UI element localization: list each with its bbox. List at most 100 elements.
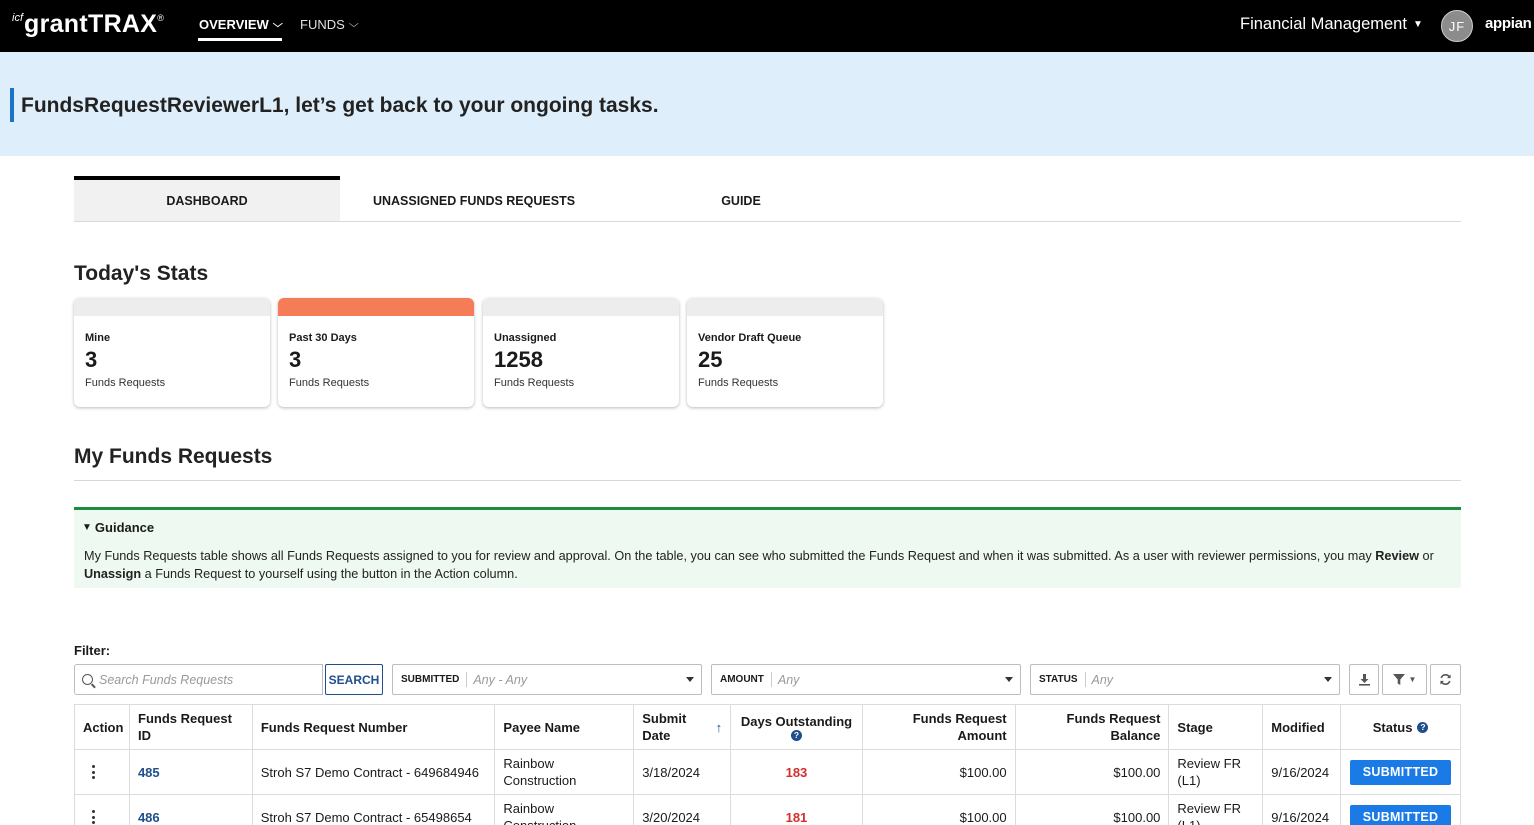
grantrax-logo[interactable]: icf grantTRAX ® xyxy=(12,10,164,39)
guidance-toggle[interactable]: ▼ Guidance xyxy=(82,520,154,535)
status-badge[interactable]: SUBMITTED xyxy=(1349,759,1452,785)
days-cell: 183 xyxy=(731,750,863,794)
search-icon xyxy=(82,674,93,685)
filter-icon xyxy=(1392,673,1405,685)
col-header-submit-date[interactable]: Submit Date ↑ xyxy=(634,705,732,749)
nav-funds[interactable]: FUNDS ⌵ xyxy=(300,17,359,32)
chevron-down-icon: ⌵ xyxy=(348,19,359,30)
modified-cell: 9/16/2024 xyxy=(1263,750,1342,794)
search-field[interactable] xyxy=(74,664,323,695)
stage-cell: Review FR (L1) xyxy=(1169,750,1264,794)
greeting-banner: FundsRequestReviewerL1, let’s get back t… xyxy=(0,52,1534,156)
dropdown-label: AMOUNT xyxy=(712,672,772,687)
col-header-action: Action xyxy=(75,705,130,749)
filter-menu-button[interactable]: ▼ xyxy=(1382,664,1427,695)
stats-title: Today's Stats xyxy=(74,262,209,285)
stat-card-past-30-days[interactable]: Past 30 Days 3 Funds Requests xyxy=(278,298,474,407)
status-filter-dropdown[interactable]: STATUS Any xyxy=(1030,664,1340,695)
caret-down-icon xyxy=(686,677,694,682)
amount-filter-dropdown[interactable]: AMOUNT Any xyxy=(711,664,1021,695)
chevron-down-icon: ⌵ xyxy=(272,19,283,30)
col-header-payee[interactable]: Payee Name xyxy=(495,705,635,749)
dropdown-value: Any xyxy=(1091,672,1114,687)
tab-bar: DASHBOARD UNASSIGNED FUNDS REQUESTS GUID… xyxy=(74,176,1461,222)
nav-overview[interactable]: OVERVIEW ⌵ xyxy=(197,17,283,41)
col-header-modified[interactable]: Modified xyxy=(1263,705,1342,749)
refresh-icon xyxy=(1440,674,1451,685)
card-stripe xyxy=(74,298,270,316)
col-header-id[interactable]: Funds Request ID xyxy=(130,705,253,749)
stat-label: Past 30 Days xyxy=(289,332,357,344)
action-cell xyxy=(75,795,130,825)
user-avatar[interactable]: JF xyxy=(1441,10,1473,42)
dropdown-label: SUBMITTED xyxy=(393,672,468,687)
amount-cell: $100.00 xyxy=(863,750,1016,794)
tab-unassigned-funds-requests[interactable]: UNASSIGNED FUNDS REQUESTS xyxy=(372,194,576,208)
nav-funds-label: FUNDS xyxy=(300,17,345,32)
guidance-bold-unassign: Unassign xyxy=(84,566,142,581)
tab-guide[interactable]: GUIDE xyxy=(721,194,761,208)
action-cell xyxy=(75,750,130,794)
col-header-amount[interactable]: Funds Request Amount xyxy=(863,705,1016,749)
banner-accent-bar xyxy=(10,88,14,122)
stat-value: 3 xyxy=(85,347,98,372)
balance-cell: $100.00 xyxy=(1016,795,1170,825)
caret-down-icon: ▼ xyxy=(1412,19,1423,30)
days-outstanding-value: 183 xyxy=(785,764,808,780)
guidance-heading: Guidance xyxy=(94,520,155,535)
col-header-status[interactable]: Status ? xyxy=(1341,705,1460,749)
col-header-days[interactable]: Days Outstanding ? xyxy=(731,705,863,749)
days-outstanding-value: 181 xyxy=(785,809,808,825)
stat-value: 3 xyxy=(289,347,302,372)
stat-label: Unassigned xyxy=(494,332,557,344)
submit-date-cell: 3/20/2024 xyxy=(634,795,732,825)
appian-logo: appian xyxy=(1485,15,1532,32)
guidance-text-part: a Funds Request to yourself using the bu… xyxy=(141,566,518,581)
dropdown-value: Any - Any xyxy=(473,672,528,687)
caret-down-icon xyxy=(1005,677,1013,682)
status-badge[interactable]: SUBMITTED xyxy=(1349,804,1452,825)
submitted-filter-dropdown[interactable]: SUBMITTED Any - Any xyxy=(392,664,702,695)
refresh-button[interactable] xyxy=(1430,664,1461,695)
stat-sub: Funds Requests xyxy=(494,377,575,389)
download-icon xyxy=(1358,674,1370,686)
stat-card-vendor-draft-queue[interactable]: Vendor Draft Queue 25 Funds Requests xyxy=(687,298,883,407)
top-bar: icf grantTRAX ® OVERVIEW ⌵ FUNDS ⌵ Finan… xyxy=(0,0,1534,52)
kebab-menu-icon[interactable] xyxy=(92,765,95,779)
stat-value: 1258 xyxy=(494,347,543,372)
search-button[interactable]: SEARCH xyxy=(325,664,383,695)
col-header-balance[interactable]: Funds Request Balance xyxy=(1016,705,1170,749)
col-header-stage[interactable]: Stage xyxy=(1169,705,1264,749)
section-divider xyxy=(74,480,1461,481)
kebab-menu-icon[interactable] xyxy=(92,810,95,824)
app-menu[interactable]: Financial Management ▼ xyxy=(1240,15,1423,34)
greeting-text: FundsRequestReviewerL1, let’s get back t… xyxy=(21,94,659,117)
stat-card-unassigned[interactable]: Unassigned 1258 Funds Requests xyxy=(483,298,679,407)
payee-cell: Rainbow Construction xyxy=(495,750,635,794)
guidance-text-part: or xyxy=(1419,549,1434,563)
help-icon[interactable]: ? xyxy=(1417,721,1429,733)
id-cell: 485 xyxy=(130,750,253,794)
dropdown-label: STATUS xyxy=(1031,672,1086,687)
help-icon[interactable]: ? xyxy=(790,730,802,741)
guidance-text-part: My Funds Requests table shows all Funds … xyxy=(84,549,1376,563)
search-input[interactable] xyxy=(99,672,309,687)
tab-dashboard[interactable]: DASHBOARD xyxy=(74,176,340,221)
guidance-text: My Funds Requests table shows all Funds … xyxy=(84,548,1454,583)
caret-down-icon xyxy=(1324,677,1332,682)
payee-cell: Rainbow Construction xyxy=(495,795,635,825)
stat-sub: Funds Requests xyxy=(289,377,370,389)
guidance-panel: ▼ Guidance My Funds Requests table shows… xyxy=(74,507,1461,588)
guidance-bold-review: Review xyxy=(1375,549,1419,563)
col-header-days-label: Days Outstanding xyxy=(740,714,853,729)
modified-cell: 9/16/2024 xyxy=(1263,795,1342,825)
request-id-link[interactable]: 486 xyxy=(137,809,160,825)
col-header-number[interactable]: Funds Request Number xyxy=(253,705,496,749)
card-stripe xyxy=(483,298,679,316)
request-id-link[interactable]: 485 xyxy=(137,764,160,780)
status-cell: SUBMITTED xyxy=(1341,795,1460,825)
download-button[interactable] xyxy=(1349,664,1379,695)
card-stripe xyxy=(687,298,883,316)
stat-card-mine[interactable]: Mine 3 Funds Requests xyxy=(74,298,270,407)
stat-value: 25 xyxy=(698,347,723,372)
